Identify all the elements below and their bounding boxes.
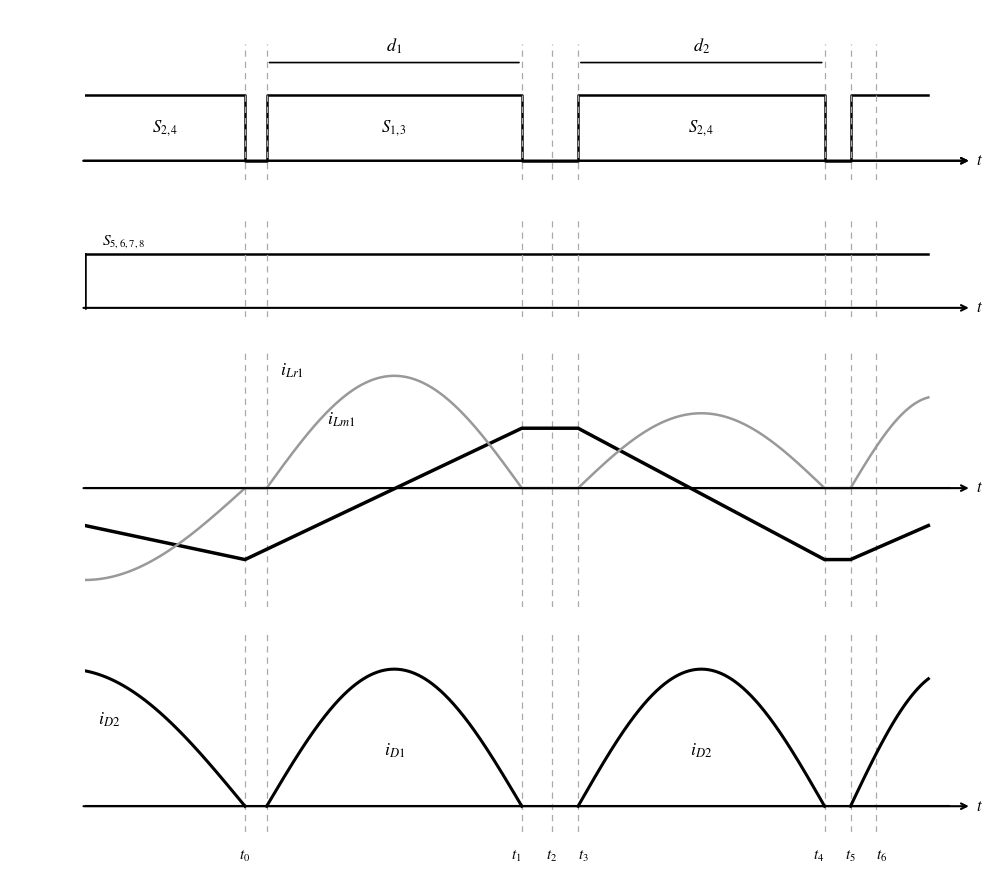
Text: $t_1$: $t_1$ (511, 849, 522, 864)
Text: $t$: $t$ (976, 480, 983, 496)
Text: $S_{2,4}$: $S_{2,4}$ (152, 118, 178, 138)
Text: $S_{1,3}$: $S_{1,3}$ (381, 118, 407, 138)
Text: $t$: $t$ (976, 798, 983, 815)
Text: $i_{Lr1}$: $i_{Lr1}$ (280, 362, 304, 380)
Text: $i_{D2}$: $i_{D2}$ (98, 711, 120, 730)
Text: $i_{D2}$: $i_{D2}$ (690, 741, 712, 759)
Text: $t$: $t$ (976, 152, 983, 169)
Text: $t_3$: $t_3$ (578, 849, 589, 864)
Text: $d_2$: $d_2$ (693, 37, 710, 56)
Text: $i_{D1}$: $i_{D1}$ (384, 741, 405, 759)
Text: $t_5$: $t_5$ (845, 849, 856, 864)
Text: $S_{5,6,7,8}$: $S_{5,6,7,8}$ (102, 233, 145, 250)
Text: $t_2$: $t_2$ (546, 849, 558, 864)
Text: $i_{Lm1}$: $i_{Lm1}$ (327, 411, 355, 429)
Text: $d_1$: $d_1$ (386, 37, 402, 56)
Text: $t_0$: $t_0$ (239, 849, 251, 864)
Text: $S_{2,4}$: $S_{2,4}$ (688, 118, 714, 138)
Text: $t_4$: $t_4$ (813, 849, 825, 864)
Text: $t$: $t$ (976, 299, 983, 316)
Text: $t_6$: $t_6$ (876, 849, 888, 864)
